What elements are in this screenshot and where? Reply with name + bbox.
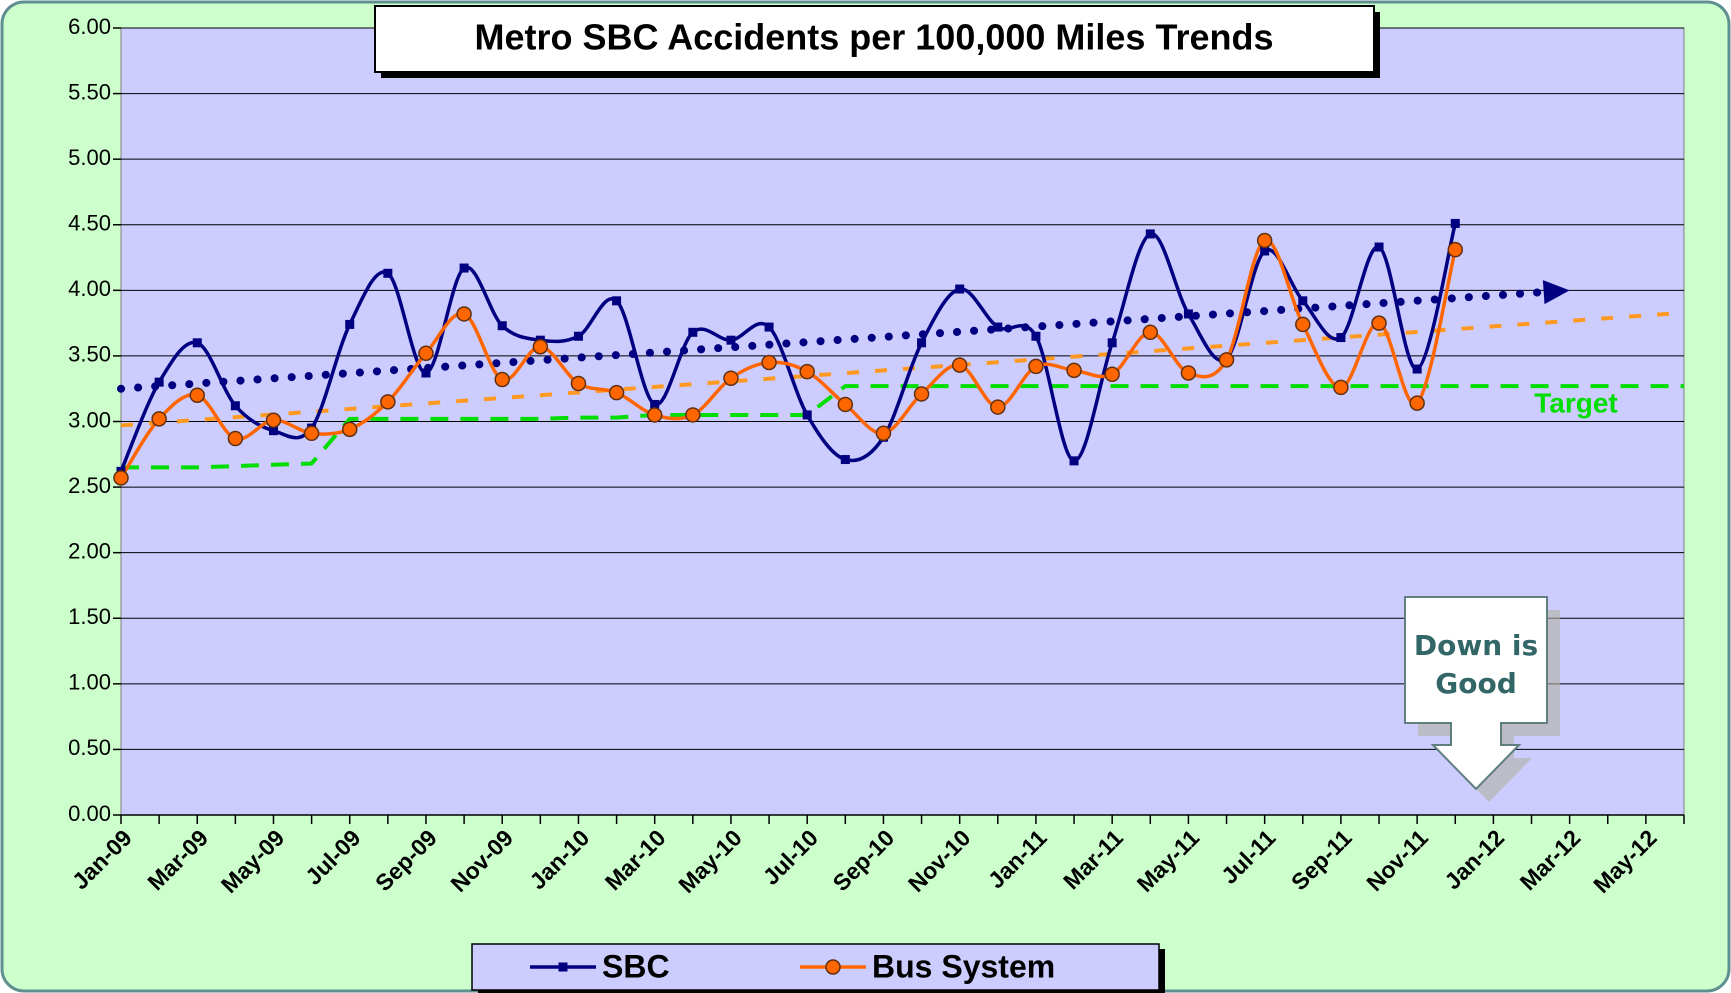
y-tick-label: 6.00 [68, 14, 111, 39]
point [1028, 358, 1044, 375]
y-tick-label: 5.50 [68, 79, 111, 104]
point [421, 368, 431, 378]
trend-line [117, 288, 1548, 393]
point [341, 421, 358, 438]
point [650, 399, 660, 409]
point [151, 411, 167, 427]
point [1069, 456, 1079, 466]
point [612, 296, 622, 306]
point [227, 430, 244, 447]
point [955, 284, 965, 294]
point [1409, 395, 1425, 411]
point [723, 370, 739, 386]
marks [113, 218, 1685, 486]
point [990, 399, 1006, 415]
point [268, 426, 278, 436]
y-tick-label: 2.50 [68, 473, 111, 498]
point [380, 394, 396, 410]
point [459, 263, 469, 273]
point [688, 327, 698, 337]
point [993, 322, 1003, 332]
point [1447, 241, 1464, 258]
point [1066, 362, 1082, 379]
point [113, 470, 129, 486]
point [154, 377, 164, 387]
point [573, 331, 583, 341]
y-tick-label: 4.50 [68, 211, 111, 236]
point [303, 425, 320, 442]
point [1031, 331, 1041, 341]
annotation-text: Good [1435, 667, 1517, 700]
point [1180, 365, 1197, 381]
point [1260, 246, 1270, 256]
point [608, 384, 625, 401]
y-tick-label: 2.00 [68, 538, 111, 563]
point [383, 268, 393, 278]
point [1256, 232, 1273, 249]
point [917, 338, 927, 348]
title-box [374, 5, 1375, 73]
y-tick-label: 1.00 [68, 670, 111, 695]
point [646, 407, 663, 423]
point [799, 363, 815, 380]
y-tick-label: 0.00 [68, 801, 111, 826]
point [875, 425, 892, 442]
point [1412, 364, 1422, 374]
point [497, 321, 507, 331]
trend-arrow [1542, 280, 1570, 305]
point [1336, 333, 1346, 343]
legend-marker [825, 959, 841, 975]
point [1107, 338, 1117, 348]
y-tick-label: 4.00 [68, 276, 111, 301]
point [456, 306, 472, 322]
point [230, 401, 240, 411]
point [1295, 316, 1311, 333]
point [265, 412, 282, 428]
point [1104, 366, 1120, 383]
point [764, 322, 774, 332]
y-tick-label: 0.50 [68, 735, 111, 760]
point [1298, 296, 1308, 306]
legend-marker [558, 962, 568, 972]
point [726, 335, 736, 345]
target-label: Target [1534, 387, 1618, 418]
annotation-arrow [1404, 596, 1548, 791]
point [1371, 315, 1387, 331]
y-tick-label: 5.00 [68, 145, 111, 170]
point [802, 410, 812, 420]
y-tick-label: 1.50 [68, 604, 111, 629]
point [951, 357, 968, 373]
point [1333, 379, 1349, 396]
point [1145, 229, 1155, 239]
point [1450, 218, 1460, 228]
point [345, 319, 355, 329]
point [1218, 352, 1235, 368]
point [1374, 242, 1384, 252]
point [1183, 309, 1193, 319]
point [685, 407, 701, 423]
point [570, 375, 587, 392]
point [1142, 324, 1159, 341]
point [189, 387, 205, 404]
legend-label: Bus System [872, 948, 1055, 984]
chart-title: Metro SBC Accidents per 100,000 Miles Tr… [475, 17, 1274, 58]
y-tick-label: 3.50 [68, 342, 111, 367]
point [192, 338, 202, 348]
point [532, 338, 549, 355]
legend-items: SBC Bus System [530, 948, 1055, 984]
point [761, 354, 777, 371]
y-tick-label: 3.00 [68, 407, 111, 432]
annotation-text: Down is [1414, 629, 1538, 662]
point [418, 345, 434, 362]
point [840, 455, 850, 465]
point [837, 396, 854, 413]
point [913, 386, 930, 402]
series-line [119, 222, 1457, 473]
legend-label: SBC [602, 948, 670, 984]
grid [113, 27, 1685, 824]
legend: SBC Bus System [471, 943, 1165, 993]
point [494, 371, 510, 388]
annotation: Down is Good [1404, 596, 1560, 802]
